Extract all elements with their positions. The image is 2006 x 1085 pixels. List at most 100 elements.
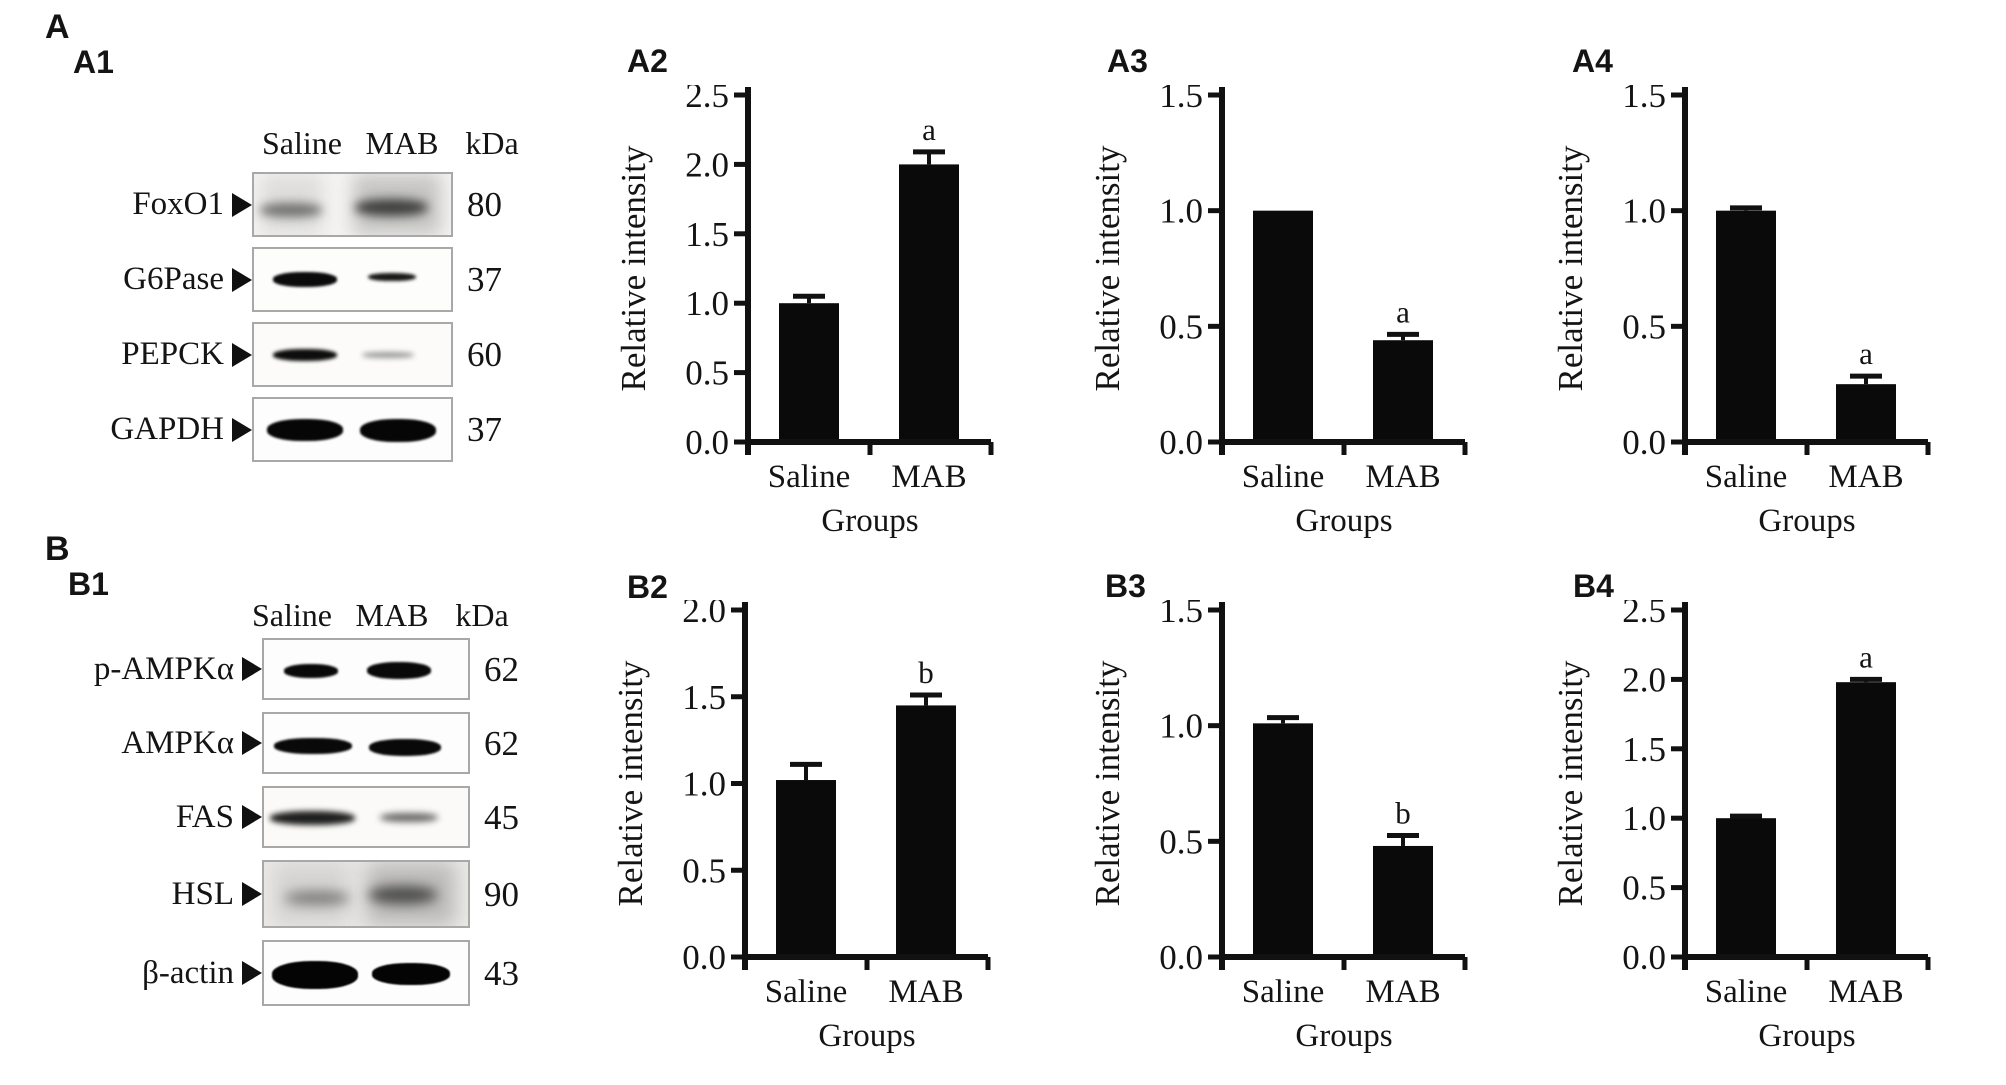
blot-band-saline: [273, 271, 338, 287]
y-tick-label: 0.0: [1622, 938, 1666, 977]
x-category-label: MAB: [1828, 974, 1903, 1010]
chart-svg-B3: b 0.0 0.5 1.0 1.5 Saline MAB Groups Relative int…: [1088, 591, 1468, 1054]
y-tick-label: 0.5: [1622, 869, 1666, 908]
blot-band-mab: [371, 963, 450, 985]
lane-header-spacer: [30, 126, 252, 160]
chart-panel-label: A2: [627, 43, 668, 79]
y-tick-label: 1.0: [1622, 799, 1666, 838]
y-axis-title: Relative intensity: [1551, 660, 1590, 906]
lane-header-row: Saline MAB kDa: [30, 126, 539, 160]
protein-label: AMPKα: [30, 726, 262, 760]
protein-label: FAS: [30, 800, 262, 834]
blot-panel-a1: A1 Saline MAB kDa FoxO1 80 G6Pase 37 PEPCK 60 GAP…: [30, 46, 539, 462]
blot-row: G6Pase 37: [30, 247, 539, 312]
x-axis-title: Groups: [818, 1018, 915, 1054]
blot-box: [262, 638, 470, 700]
blot-band-mab: [368, 738, 441, 756]
protein-label: G6Pase: [30, 263, 252, 296]
panel-label-b: B: [45, 530, 70, 568]
bar-mab: [1373, 845, 1433, 957]
lane-header-saline: Saline: [252, 597, 332, 633]
sig-letter: b: [1395, 796, 1411, 831]
y-tick-label: 0.0: [1159, 423, 1203, 462]
blot-band-mab: [366, 661, 431, 679]
y-tick-label: 1.5: [1159, 85, 1203, 115]
lane-header-kda: kDa: [455, 597, 509, 633]
blot-row: β-actin 43: [30, 940, 556, 1006]
kda-value: 45: [484, 797, 519, 837]
protein-name: PEPCK: [121, 336, 224, 372]
x-category-label: MAB: [1828, 459, 1903, 495]
lane-header-mab: MAB: [355, 597, 429, 633]
protein-name: p-AMPKα: [93, 650, 234, 687]
bar-chart-b3: B3 b 0.0 0.5 1.0 1.5 Saline MAB Groups Relative …: [1077, 570, 1477, 1077]
kda-value: 80: [467, 185, 502, 224]
lane-header-saline: Saline: [262, 125, 342, 161]
blot-box: [252, 397, 453, 462]
lane-header-row: Saline MAB kDa: [30, 598, 556, 632]
blot-band-mab: [359, 418, 436, 442]
sig-letter: a: [1396, 294, 1410, 329]
y-tick-label: 2.5: [1622, 600, 1666, 630]
y-tick-label: 0.0: [1622, 423, 1666, 462]
blot-row: PEPCK 60: [30, 322, 539, 387]
chart-panel-label: B3: [1105, 568, 1146, 604]
y-tick-label: 1.5: [1622, 730, 1666, 769]
y-tick-label: 2.0: [682, 600, 726, 630]
x-category-label: Saline: [765, 974, 847, 1010]
x-category-label: MAB: [1365, 974, 1440, 1010]
blot-box: [252, 247, 453, 312]
y-tick-label: 1.5: [685, 215, 729, 254]
protein-label: PEPCK: [30, 338, 252, 371]
blot-band-saline: [260, 203, 323, 217]
chart-panel-label: A3: [1107, 43, 1148, 79]
chart-svg-B2: b 0.0 0.5 1.0 1.5 2.0 Saline MAB Groups Relative …: [611, 591, 991, 1054]
y-tick-label: 2.0: [1622, 660, 1666, 699]
lane-header-spacer: [30, 598, 242, 632]
x-category-label: MAB: [888, 974, 963, 1010]
x-axis-title: Groups: [1758, 1018, 1855, 1054]
y-axis-title: Relative intensity: [611, 660, 650, 906]
y-tick-label: 1.0: [682, 765, 726, 804]
lane-header-mab: MAB: [365, 125, 439, 161]
y-tick-label: 0.0: [1159, 938, 1203, 977]
kda-value: 37: [467, 410, 502, 449]
blot-panel-b1: B1 Saline MAB kDa p-AMPKα 62 AMPKα 62 FAS 45 HSL 9…: [30, 568, 556, 1006]
x-category-label: Saline: [1705, 974, 1787, 1010]
blot-row: HSL 90: [30, 860, 556, 928]
blot-band-mab: [361, 352, 414, 358]
y-tick-label: 0.5: [682, 851, 726, 890]
protein-label: FoxO1: [30, 188, 252, 221]
kda-value: 62: [484, 649, 519, 689]
y-axis-title: Relative intensity: [1088, 660, 1127, 906]
chart-panel-label: A4: [1572, 43, 1613, 79]
blot-box: [262, 860, 470, 928]
blot-box: [252, 172, 453, 237]
protein-name: FoxO1: [132, 186, 224, 222]
bar-saline: [1716, 818, 1776, 957]
bar-mab: [1836, 384, 1896, 442]
blot-box: [262, 712, 470, 774]
arrowhead-icon: [232, 192, 252, 217]
y-axis-title: Relative intensity: [1088, 145, 1127, 391]
y-tick-label: 0.5: [1159, 307, 1203, 346]
arrowhead-icon: [242, 961, 262, 985]
panel-label-a: A: [45, 8, 70, 46]
arrowhead-icon: [232, 417, 252, 442]
x-axis-title: Groups: [1758, 503, 1855, 539]
sig-letter: a: [922, 112, 936, 147]
y-tick-label: 1.0: [1622, 192, 1666, 231]
bar-saline: [1716, 210, 1776, 442]
blot-band-saline: [273, 349, 338, 361]
bar-mab: [1836, 682, 1896, 957]
y-tick-label: 0.5: [1622, 307, 1666, 346]
kda-value: 90: [484, 874, 519, 914]
blot-band-mab: [367, 273, 416, 281]
y-tick-label: 1.0: [685, 284, 729, 323]
chart-svg-A4: a 0.0 0.5 1.0 1.5 Saline MAB Groups Relative int…: [1551, 76, 1931, 539]
bar-chart-a4: A4 a 0.0 0.5 1.0 1.5 Saline MAB Groups Relative …: [1540, 45, 1940, 562]
blot-row: GAPDH 37: [30, 397, 539, 462]
chart-svg-A3: a 0.0 0.5 1.0 1.5 Saline MAB Groups Relative int…: [1088, 76, 1468, 539]
chart-panel-label: B4: [1573, 568, 1614, 604]
bar-saline: [779, 303, 839, 442]
